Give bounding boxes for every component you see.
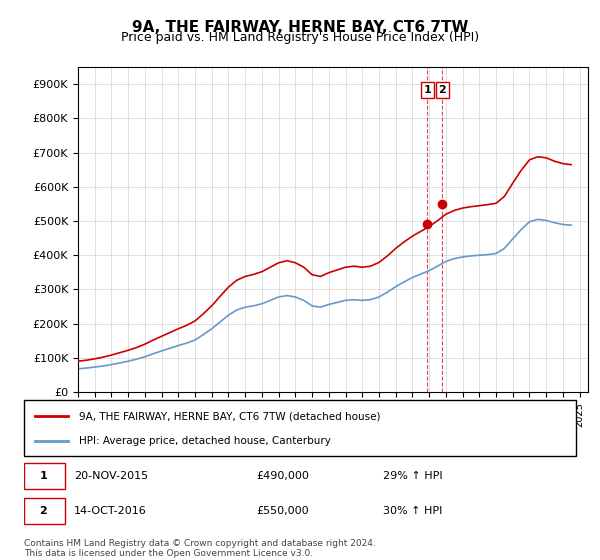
Text: 1: 1 — [424, 85, 431, 95]
FancyBboxPatch shape — [24, 400, 576, 456]
Text: 2: 2 — [40, 506, 47, 516]
Text: £550,000: £550,000 — [256, 506, 308, 516]
Text: 20-NOV-2015: 20-NOV-2015 — [74, 472, 148, 482]
Text: Contains HM Land Registry data © Crown copyright and database right 2024.
This d: Contains HM Land Registry data © Crown c… — [24, 539, 376, 558]
Text: 9A, THE FAIRWAY, HERNE BAY, CT6 7TW: 9A, THE FAIRWAY, HERNE BAY, CT6 7TW — [132, 20, 468, 35]
FancyBboxPatch shape — [24, 464, 65, 489]
FancyBboxPatch shape — [24, 498, 65, 524]
Text: 1: 1 — [40, 472, 47, 482]
Text: 30% ↑ HPI: 30% ↑ HPI — [383, 506, 442, 516]
Text: £490,000: £490,000 — [256, 472, 309, 482]
Text: 9A, THE FAIRWAY, HERNE BAY, CT6 7TW (detached house): 9A, THE FAIRWAY, HERNE BAY, CT6 7TW (det… — [79, 411, 381, 421]
Text: 14-OCT-2016: 14-OCT-2016 — [74, 506, 146, 516]
Text: Price paid vs. HM Land Registry's House Price Index (HPI): Price paid vs. HM Land Registry's House … — [121, 31, 479, 44]
Text: 29% ↑ HPI: 29% ↑ HPI — [383, 472, 442, 482]
Text: HPI: Average price, detached house, Canterbury: HPI: Average price, detached house, Cant… — [79, 436, 331, 446]
Text: 2: 2 — [439, 85, 446, 95]
